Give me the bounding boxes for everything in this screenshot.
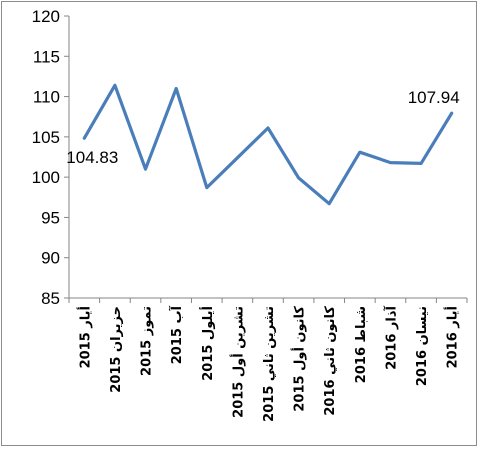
data-label: 104.83	[66, 148, 118, 167]
y-tick-label: 95	[41, 208, 60, 227]
x-tick-label: آذار 2016	[382, 305, 399, 369]
x-tick-label: نيسان 2016	[415, 306, 430, 386]
x-tick-label: أيار 2015	[76, 306, 93, 368]
data-labels: 104.83 107.94	[66, 88, 459, 167]
x-tick-label: أيلول 2015	[199, 306, 216, 381]
data-label: 107.94	[408, 88, 460, 107]
y-tick-label: 110	[33, 88, 60, 107]
y-tick-label: 100	[32, 168, 60, 187]
y-tick-label: 115	[33, 47, 60, 66]
y-tick-label: 85	[41, 289, 60, 308]
x-tick-label: تموز 2015	[140, 306, 155, 376]
x-tick-label: آب 2015	[168, 305, 185, 364]
x-tick-label: تشرين أول 2015	[229, 306, 246, 418]
x-tick-label: حزيران 2015	[109, 306, 124, 393]
y-tick-label: 105	[32, 128, 60, 147]
y-tick-label: 90	[41, 249, 60, 268]
x-tick-label: تشرين ثاني 2015	[262, 306, 277, 422]
series	[82, 83, 454, 206]
series-line	[82, 83, 454, 206]
y-axis: 85 90 95 100 105 110 115 120	[32, 7, 70, 308]
y-tick-label: 120	[32, 7, 60, 26]
x-tick-label: كانون أول 2015	[291, 306, 308, 412]
x-tick-label: شباط 2016	[354, 306, 369, 383]
x-tick-label: أيار 2016	[444, 306, 461, 368]
x-axis: أيار 2015 حزيران 2015 تموز 2015 آب 2015 أيلو…	[68, 297, 468, 422]
x-tick-label: كانون ثاني 2016	[323, 306, 338, 416]
